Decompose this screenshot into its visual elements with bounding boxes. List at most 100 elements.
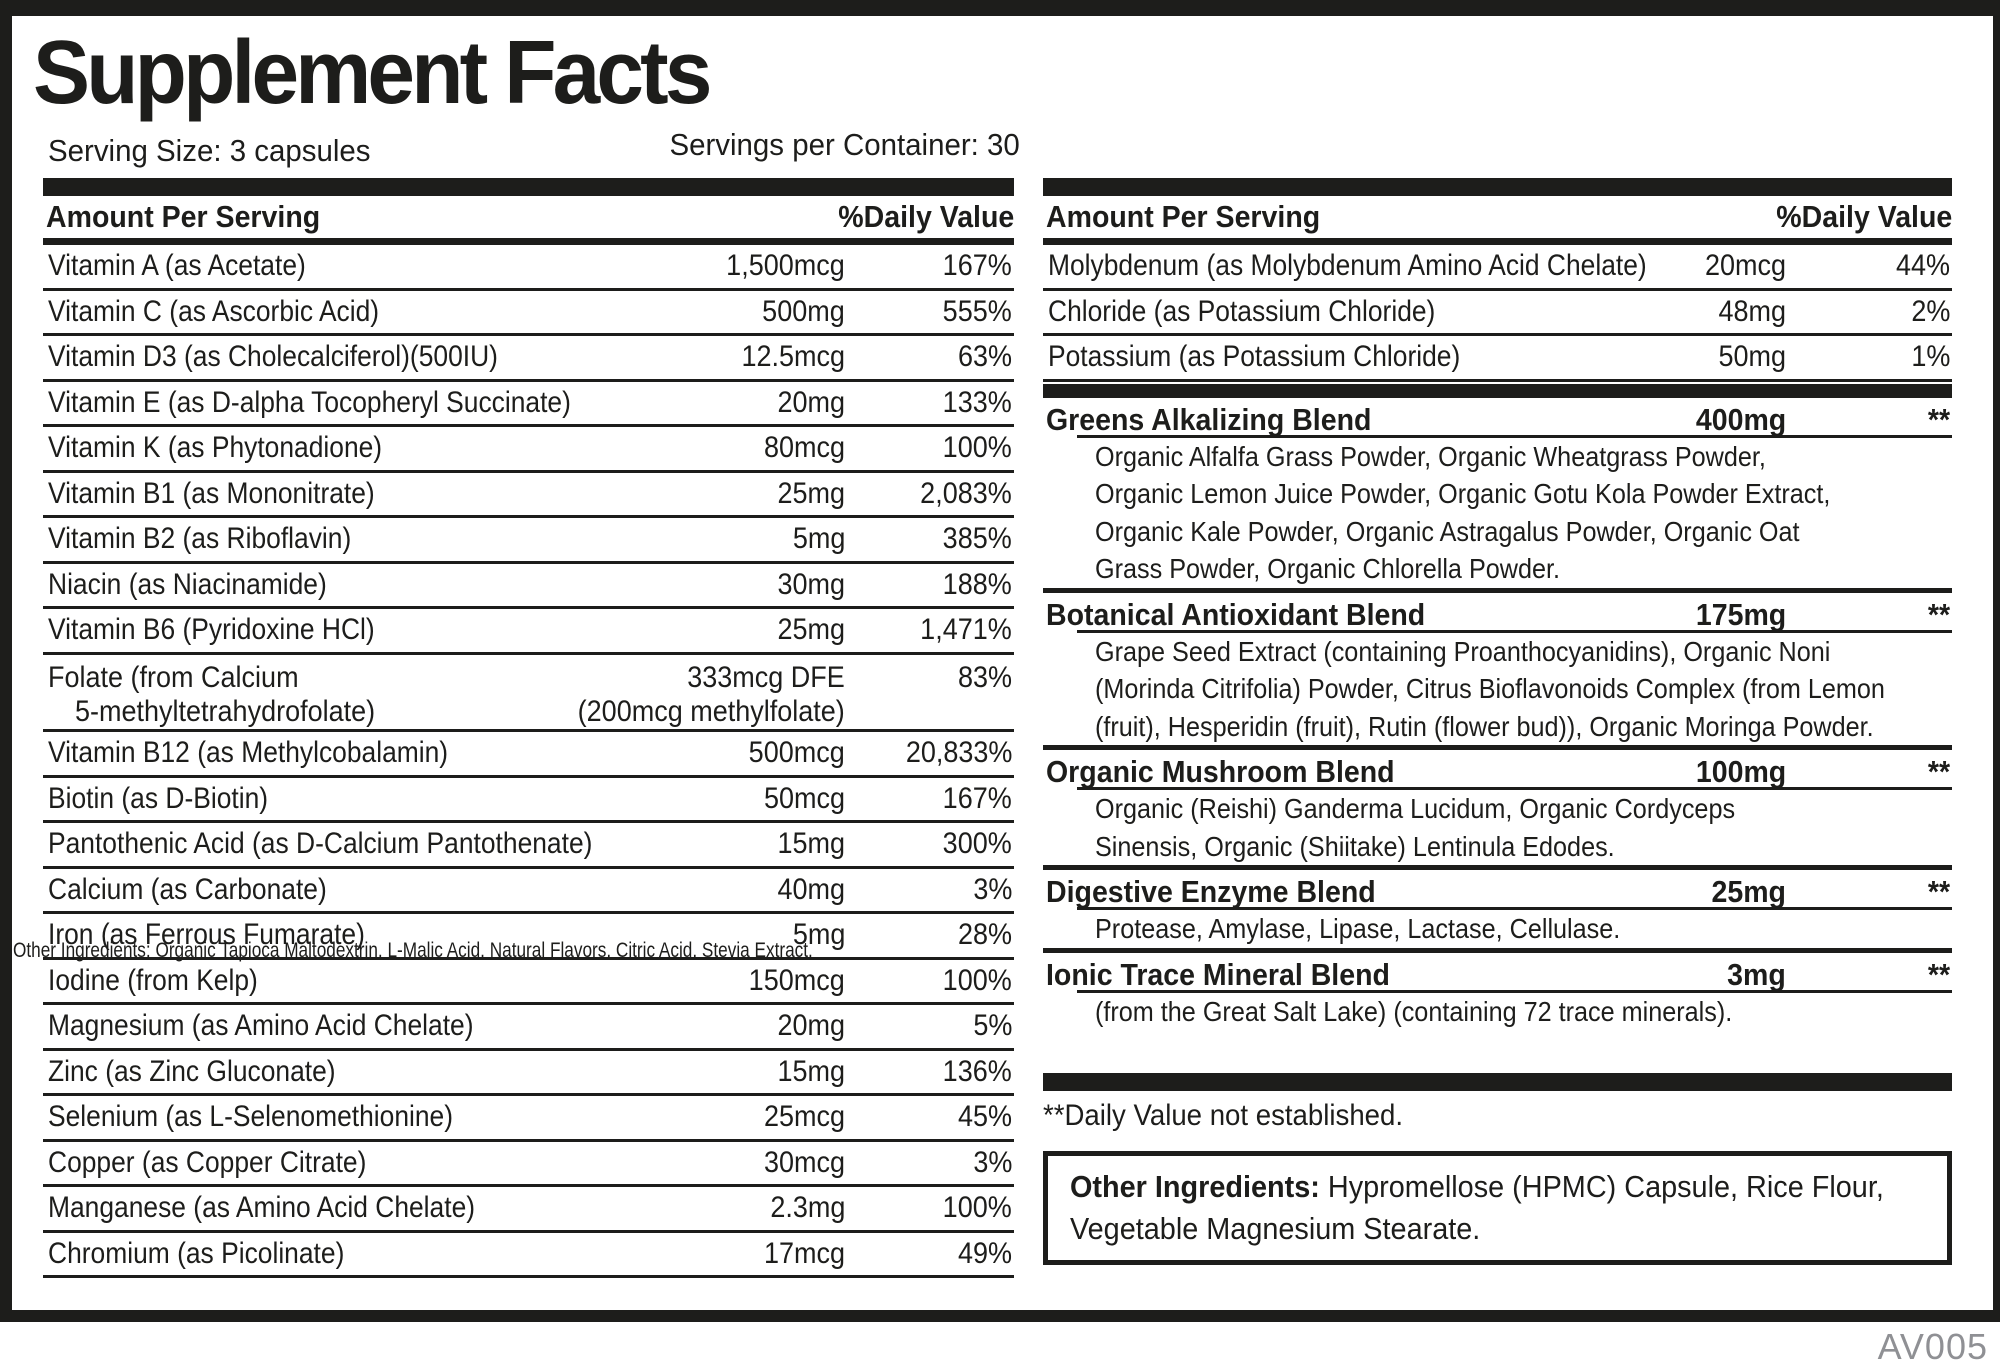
blend-header: Ionic Trace Mineral Blend 3mg ** [1043,953,1952,993]
blend-ingredients-text: Grass Powder, Organic Chlorella Powder. [1095,553,1561,584]
blend-dv: ** [1927,956,1950,992]
nutrient-dv: 300% [942,827,1012,861]
nutrient-amount: 5mg [792,918,845,952]
nutrient-name: Biotin (as D-Biotin) [48,781,269,815]
nutrient-amount: 2.3mg [769,1191,845,1225]
nutrient-amount: 40mg [777,872,845,906]
nutrient-name-line2: 5-methyltetrahydrofolate) [75,694,376,728]
other-ingredients-label: Other Ingredients: [1070,1169,1320,1204]
blend-amount: 3mg [1727,956,1786,992]
nutrient-amount: 30mg [777,567,845,601]
nutrient-name: Vitamin D3 (as Cholecalciferol)(500IU) [48,340,498,374]
right-table-rows: Molybdenum (as Molybdenum Amino Acid Che… [1043,245,1952,382]
nutrient-row: Potassium (as Potassium Chloride) 50mg 1% [1043,336,1952,382]
blend-ingredients-line: Sinensis, Organic (Shiitake) Lentinula E… [1095,828,1952,866]
nutrient-row: Chromium (as Picolinate) 17mcg 49% [43,1233,1014,1278]
nutrient-amount: 25mg [777,476,845,510]
right-table-header: Amount Per Serving %Daily Value [1043,196,1952,245]
page-title: Supplement Facts [33,23,712,123]
nutrient-name: Vitamin E (as D-alpha Tocopheryl Succina… [48,385,571,419]
nutrient-row: Vitamin B2 (as Riboflavin) 5mg 385% [43,518,1014,564]
nutrient-row: Vitamin B6 (Pyridoxine HCl) 25mg 1,471% [43,609,1014,655]
blend-header: Digestive Enzyme Blend 25mg ** [1043,870,1952,910]
nutrient-amount: 48mg [1718,294,1786,328]
blend-ingredients-line: Organic Alfalfa Grass Powder, Organic Wh… [1095,438,1952,476]
blend-ingredients: Protease, Amylase, Lipase, Lactase, Cell… [1043,910,1952,948]
nutrient-amount: 20mg [777,1009,845,1043]
nutrient-row: Biotin (as D-Biotin) 50mcg 167% [43,778,1014,823]
blend-amount: 175mg [1695,596,1786,632]
blend-separator-rule [1043,947,1952,953]
blend-header-rule [1077,989,1952,993]
nutrient-dv: 63% [957,340,1012,374]
nutrient-row: Selenium (as L-Selenomethionine) 25mcg 45% [43,1096,1014,1142]
nutrient-name: Selenium (as L-Selenomethionine) [48,1100,454,1134]
nutrient-amount: 80mcg [763,431,845,465]
nutrient-dv: 20,833% [905,736,1012,770]
blend-ingredients-line: Organic Lemon Juice Powder, Organic Gotu… [1095,475,1952,513]
blend-ingredients: Organic Alfalfa Grass Powder, Organic Wh… [1043,438,1952,588]
blend-amount: 25mg [1711,874,1786,909]
nutrient-dv: 3% [972,1145,1012,1179]
nutrient-name: Pantothenic Acid (as D-Calcium Pantothen… [48,827,593,861]
nutrient-dv: 1% [1910,340,1950,374]
thick-divider-top-right [1043,178,1952,196]
left-table-rows: Vitamin A (as Acetate) 1,500mcg 167% Vitami… [43,245,1014,1278]
nutrient-row: Vitamin D3 (as Cholecalciferol)(500IU) 12… [43,336,1014,382]
nutrient-dv: 2% [1910,294,1950,328]
blend-ingredients-text: (from the Great Salt Lake) (containing 7… [1095,995,1733,1027]
nutrient-name: Magnesium (as Amino Acid Chelate) [48,1009,474,1043]
nutrient-name: Manganese (as Amino Acid Chelate) [48,1191,476,1225]
nutrient-amount: 333mcg DFE (200mcg methylfolate) [577,660,845,728]
nutrient-amount: 17mcg [763,1236,845,1270]
serving-info: Serving Size: 3 capsules Servings per Co… [43,127,1020,173]
nutrient-dv: 45% [957,1100,1012,1134]
nutrient-name: Folate (from Calcium 5-methyltetrahydrofo… [48,660,376,728]
nutrient-name: Potassium (as Potassium Chloride) [1048,340,1461,374]
nutrient-dv: 100% [942,1191,1012,1225]
label-frame [0,0,2000,1322]
nutrient-name: Vitamin C (as Ascorbic Acid) [48,294,380,328]
blend-ingredients-line: (Morinda Citrifolia) Powder, Citrus Biof… [1095,670,1952,708]
blend-sections: Greens Alkalizing Blend 400mg ** Organic Al… [1043,398,1952,1031]
nutrient-dv: 28% [957,918,1012,952]
nutrient-name: Niacin (as Niacinamide) [48,567,327,601]
nutrient-name: Chromium (as Picolinate) [48,1236,345,1270]
blend-name: Organic Mushroom Blend [1046,754,1395,789]
daily-value-header: %Daily Value [1776,199,1952,234]
daily-value-footnote: **Daily Value not established. [1043,1099,1404,1132]
nutrient-dv: 167% [942,249,1012,283]
nutrient-dv: 2,083% [920,476,1012,510]
daily-value-header: %Daily Value [838,199,1014,234]
nutrient-name: Vitamin A (as Acetate) [48,249,306,283]
nutrient-row: Vitamin C (as Ascorbic Acid) 500mg 555% [43,291,1014,336]
blend-amount: 400mg [1695,401,1786,437]
nutrient-amount: 15mg [777,827,845,861]
amount-per-serving-header: Amount Per Serving [46,199,321,234]
blend-name: Digestive Enzyme Blend [1046,874,1376,909]
nutrient-name: Vitamin K (as Phytonadione) [48,431,383,465]
other-ingredients-text: Hypromellose (HPMC) Capsule, Rice Flour, [1319,1169,1884,1204]
nutrient-name: Vitamin B12 (as Methylcobalamin) [48,736,449,770]
nutrient-dv: 44% [1895,249,1950,283]
nutrient-name: Iron (as Ferrous Fumarate) [48,918,365,952]
blend-separator-rule [1043,745,1952,750]
nutrient-dv: 136% [942,1054,1012,1088]
blend-ingredients-text: Organic (Reishi) Ganderma Lucidum, Organ… [1095,793,1736,824]
nutrient-row: Iodine (from Kelp) 150mcg 100% [43,960,1014,1005]
nutrient-amount: 30mcg [763,1145,845,1179]
nutrient-row: Niacin (as Niacinamide) 30mg 188% [43,564,1014,609]
blend-header-rule [1077,629,1952,633]
blend-ingredients: Grape Seed Extract (containing Proanthoc… [1043,633,1952,746]
other-ingredients-line2: Vegetable Magnesium Stearate. [1070,1211,1481,1246]
blend-name: Botanical Antioxidant Blend [1046,596,1426,632]
blend-ingredients-text: Organic Lemon Juice Powder, Organic Gotu… [1095,478,1831,509]
nutrient-dv: 555% [942,294,1012,328]
blend-separator-rule [1043,587,1952,593]
nutrient-row: Calcium (as Carbonate) 40mg 3% [43,869,1014,914]
blend-ingredients-text: Sinensis, Organic (Shiitake) Lentinula E… [1095,830,1615,862]
blend-ingredients-line: Protease, Amylase, Lipase, Lactase, Cell… [1095,910,1952,948]
thick-divider-blends [1043,383,1952,398]
other-ingredients-line1: Other Ingredients: Hypromellose (HPMC) C… [1070,1166,1884,1208]
